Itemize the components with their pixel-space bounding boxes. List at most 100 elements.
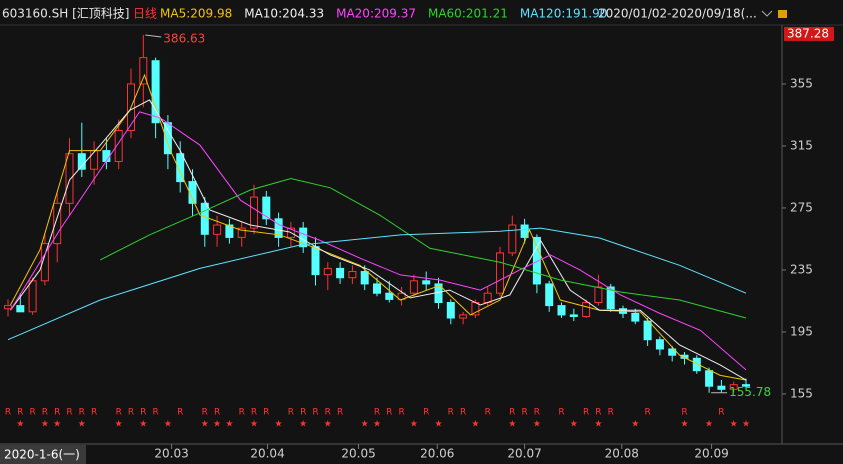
star-marker: ★ — [631, 420, 639, 430]
candle-body — [176, 153, 185, 183]
r-marker: R — [534, 408, 540, 418]
date-range: 2020/01/02-2020/09/18(... — [598, 7, 757, 21]
candle-body — [409, 280, 418, 294]
star-marker: ★ — [275, 420, 283, 430]
x-tick-label: 20.03 — [154, 447, 188, 461]
annotation-label: 155.78 — [729, 385, 771, 399]
legend-entry: MA10:204.33 — [244, 7, 324, 21]
stock-name: 603160.SH [汇顶科技] — [2, 7, 129, 21]
r-marker: R — [116, 408, 122, 418]
candle-body — [729, 384, 738, 390]
star-marker: ★ — [680, 420, 688, 430]
candle-body — [225, 224, 234, 238]
candle-body — [643, 320, 652, 341]
legend-entry: MA5:209.98 — [160, 7, 232, 21]
r-marker: R — [140, 408, 146, 418]
y-tick-label: 275 — [790, 200, 813, 214]
star-marker: ★ — [225, 420, 233, 430]
x-tick-label: 20.08 — [605, 447, 639, 461]
r-marker: R — [485, 408, 491, 418]
cursor-date: 2020-1-6(一) — [4, 448, 80, 462]
y-tick-label: 235 — [790, 262, 813, 276]
candle-body — [348, 271, 357, 279]
r-marker: R — [152, 408, 158, 418]
axis-top-label: 387.28 — [787, 26, 829, 40]
r-marker: R — [386, 408, 392, 418]
candle-body — [188, 181, 197, 204]
candle-body — [4, 305, 12, 310]
r-marker: R — [312, 408, 318, 418]
star-marker: ★ — [570, 420, 578, 430]
candle-body — [668, 348, 677, 356]
candle-body — [606, 286, 615, 310]
candle-body — [471, 302, 480, 316]
candle-body — [237, 227, 246, 238]
candle-body — [53, 202, 62, 245]
dropdown-icon[interactable] — [761, 10, 773, 17]
candle-body — [532, 236, 541, 285]
candle-body — [631, 312, 640, 322]
candle-body — [705, 370, 714, 387]
candle-body — [742, 384, 750, 387]
candle-body — [200, 202, 209, 235]
r-marker: R — [644, 408, 650, 418]
x-tick-label: 20.05 — [341, 447, 375, 461]
star-marker: ★ — [533, 420, 541, 430]
candle-body — [102, 150, 111, 162]
r-marker: R — [177, 408, 183, 418]
star-marker: ★ — [742, 420, 750, 430]
star-marker: ★ — [410, 420, 418, 430]
r-marker: R — [239, 408, 245, 418]
x-tick-label: 20.06 — [420, 447, 454, 461]
candle-body — [250, 196, 258, 229]
star-marker: ★ — [250, 420, 258, 430]
star-marker: ★ — [41, 420, 49, 430]
annotation-label: 386.63 — [163, 31, 205, 45]
r-marker: R — [583, 408, 589, 418]
candle-body — [360, 271, 369, 285]
candle-body — [545, 283, 554, 307]
lock-icon[interactable] — [778, 10, 787, 18]
candle-body — [373, 283, 381, 294]
star-marker: ★ — [471, 420, 479, 430]
candle-body — [385, 292, 394, 300]
legend-entry: MA20:209.37 — [336, 7, 416, 21]
candle-body — [557, 305, 566, 316]
star-marker: ★ — [16, 420, 24, 430]
r-marker: R — [66, 408, 72, 418]
candle-body — [655, 339, 664, 350]
candle-body — [520, 224, 529, 238]
star-marker: ★ — [361, 420, 369, 430]
star-marker: ★ — [115, 420, 123, 430]
r-marker: R — [595, 408, 601, 418]
r-marker: R — [79, 408, 85, 418]
star-marker: ★ — [434, 420, 442, 430]
period: 日线 — [133, 7, 157, 21]
candle-body — [323, 267, 332, 276]
r-marker: R — [681, 408, 687, 418]
candle-body — [114, 129, 123, 162]
r-marker: R — [17, 408, 23, 418]
r-marker: R — [460, 408, 466, 418]
r-marker: R — [128, 408, 134, 418]
r-marker: R — [337, 408, 343, 418]
r-marker: R — [42, 408, 48, 418]
ma-line — [10, 99, 747, 381]
r-marker: R — [325, 408, 331, 418]
r-marker: R — [558, 408, 564, 418]
candle-body — [459, 314, 468, 319]
candle-body — [422, 280, 431, 285]
x-tick-label: 20.04 — [250, 447, 284, 461]
y-tick-label: 155 — [790, 386, 813, 400]
candle-body — [274, 218, 283, 238]
candle-body — [139, 57, 148, 85]
star-marker: ★ — [164, 420, 172, 430]
r-marker: R — [300, 408, 306, 418]
y-tick-label: 195 — [790, 324, 813, 338]
r-marker: R — [521, 408, 527, 418]
candle-body — [336, 267, 345, 279]
star-marker: ★ — [594, 420, 602, 430]
cursor-box — [0, 445, 86, 464]
